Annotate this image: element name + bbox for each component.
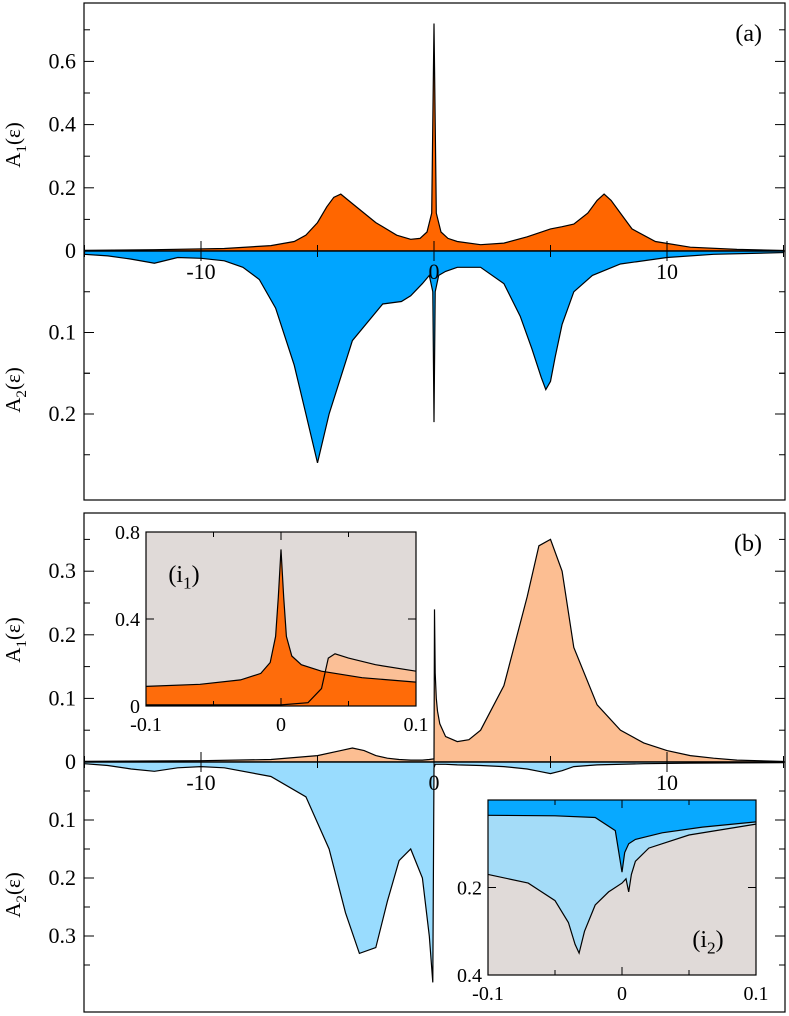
y-axis-label-a2-main: A — [1, 902, 25, 918]
y-axis-label-a2: A2(ε) — [1, 367, 30, 413]
y-axis-label-a1-tail: (ε) — [1, 617, 25, 640]
y-axis-label-a2-main: A — [1, 397, 25, 413]
inset-curve — [487, 823, 757, 955]
axis-lines — [83, 2, 786, 1013]
inset-x-tick-label: 0.1 — [404, 714, 429, 736]
y-tick-label: 0.2 — [49, 865, 77, 890]
inset-label-main: (i — [692, 927, 707, 953]
y-axis-label-a1: A1(ε) — [1, 122, 30, 168]
inset-y-tick-label: 0.4 — [115, 609, 140, 631]
y-axis-label-a2-tail: (ε) — [1, 367, 25, 390]
inset-curve — [487, 814, 757, 873]
y-tick-label: 0 — [65, 749, 76, 774]
y-tick-label: 0.2 — [49, 401, 77, 426]
y-tick-label: 0.3 — [49, 558, 77, 583]
x-tick-label: -10 — [186, 770, 215, 795]
inset-label-main: (i — [168, 562, 183, 588]
inset-y-tick-label: 0 — [130, 696, 140, 718]
inset-area — [146, 549, 416, 706]
x-tick-label: 10 — [656, 770, 678, 795]
y-tick-label: 0.1 — [49, 807, 77, 832]
inset-x-tick-label: 0 — [617, 983, 627, 1005]
panel-label: (a) — [735, 21, 762, 47]
y-axis-label-a2-subscript: 2 — [14, 895, 30, 903]
inset-y-tick-label: 0.8 — [115, 522, 140, 544]
x-tick-label: 10 — [656, 259, 678, 284]
y-tick-label: 0.2 — [49, 175, 77, 200]
a2-area — [83, 250, 785, 464]
inset-y-tick-label: 0.2 — [457, 878, 482, 900]
inset-label-tail: ) — [192, 562, 200, 588]
x-tick-label: -10 — [186, 259, 215, 284]
inset-area — [488, 800, 756, 873]
inset-1: -0.1 0 0.100.40.8(i1) — [115, 522, 429, 736]
inset-area — [488, 800, 756, 954]
inset-label-tail: ) — [716, 927, 724, 953]
area-fills — [83, 23, 785, 983]
y-axis-label-a2-tail: (ε) — [1, 872, 25, 895]
inset-label: (i1) — [168, 562, 199, 593]
y-tick-label: 0.1 — [49, 685, 77, 710]
a1-area — [83, 538, 785, 763]
a2-area — [83, 761, 785, 983]
inset-curve — [146, 653, 417, 706]
panel-a — [83, 23, 785, 464]
inset-x-tick-label: 0.1 — [744, 983, 769, 1005]
insets: -0.1 0 0.100.40.8(i1)-0.1 0 0.10.20.4(i2) — [115, 522, 769, 1005]
inset-x-tick-label: -0.1 — [130, 714, 162, 736]
y-axis-label-a2-subscript: 2 — [14, 390, 30, 398]
y-tick-label: 0.4 — [49, 112, 77, 137]
y-axis-label-a1: A1(ε) — [1, 617, 30, 663]
y-tick-label: 0.3 — [49, 923, 77, 948]
inset-x-tick-label: 0 — [276, 714, 286, 736]
inset-label-subscript: 1 — [183, 574, 192, 593]
y-tick-label: 0.1 — [49, 320, 77, 345]
panel-label: (b) — [734, 531, 762, 557]
a1-area — [83, 23, 785, 252]
inset-y-tick-label: 0.4 — [457, 965, 482, 987]
y-axis-label-a1-main: A — [1, 152, 25, 168]
inset-label: (i2) — [692, 927, 723, 958]
y-axis-label-a1-main: A — [1, 647, 25, 663]
y-tick-label: 0.2 — [49, 622, 77, 647]
y-tick-label: 0 — [65, 238, 76, 263]
y-axis-label-a1-subscript: 1 — [14, 640, 30, 648]
inset-2: -0.1 0 0.1 0.2 0.4 (i2) — [457, 799, 769, 1005]
y-axis-label-a1-subscript: 1 — [14, 145, 30, 153]
x-tick-label: 0 — [429, 770, 440, 795]
inset-label-subscript: 2 — [707, 939, 716, 958]
y-axis-label-a2: A2(ε) — [1, 872, 30, 918]
x-tick-label: 0 — [429, 259, 440, 284]
inset-curve — [145, 549, 417, 687]
inset-x-tick-label: -0.1 — [472, 983, 504, 1005]
panel-b — [83, 538, 785, 983]
y-tick-label: 0.6 — [49, 48, 77, 73]
y-axis-label-a1-tail: (ε) — [1, 122, 25, 145]
